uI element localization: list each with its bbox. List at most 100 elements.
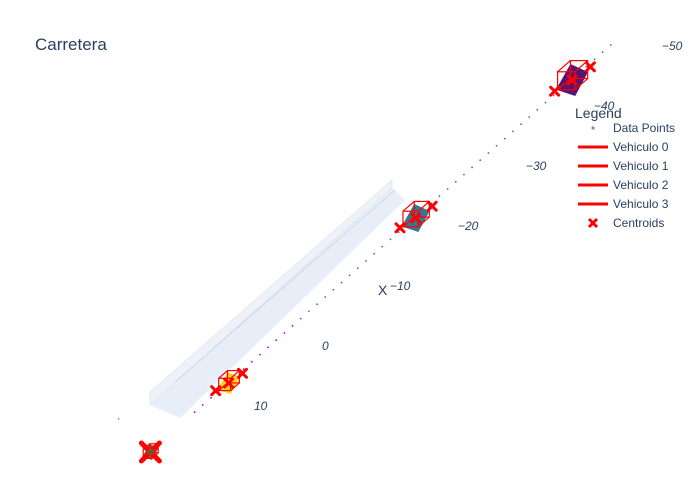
scene-3d[interactable]: −50 −40 −30 −20 −10 0 10 X · — [117, 1, 683, 491]
data-point — [552, 94, 555, 97]
data-point — [275, 339, 278, 342]
data-point — [242, 368, 245, 370]
grid-line — [219, 391, 235, 401]
legend-item[interactable]: Vehiculo 1 — [578, 159, 669, 173]
road-grid — [117, 1, 677, 491]
bounding-box-edge — [402, 216, 415, 228]
bounding-box-edge — [574, 78, 589, 91]
legend: Legend Data Points Vehiculo 0 Vehiculo 1 Ve… — [575, 105, 675, 230]
data-point — [299, 317, 302, 320]
legend-item[interactable]: Vehiculo 0 — [578, 140, 669, 154]
grid-line — [253, 361, 269, 371]
data-point — [601, 51, 604, 54]
data-point — [373, 252, 376, 255]
grid-line — [117, 481, 133, 491]
centroid-marker — [410, 212, 422, 224]
data-point — [446, 188, 449, 190]
legend-item[interactable]: Vehiculo 2 — [578, 178, 669, 192]
grid-line — [457, 181, 473, 191]
data-point — [536, 108, 539, 111]
grid-line — [287, 331, 303, 341]
grid-line — [661, 1, 677, 11]
legend-dot-icon — [591, 126, 595, 130]
legend-label: Vehiculo 2 — [613, 178, 669, 192]
bounding-box-edge — [230, 382, 240, 392]
data-point — [389, 238, 392, 241]
data-point — [259, 353, 261, 356]
vehicle-vehiculo-3 — [138, 440, 162, 464]
legend-item[interactable]: Centroids — [587, 216, 664, 230]
data-point — [471, 166, 473, 169]
legend-label: Vehiculo 0 — [613, 140, 669, 154]
data-point — [487, 152, 490, 154]
legend-label: Vehiculo 3 — [613, 197, 669, 211]
data-point — [381, 245, 384, 248]
legend-label: Data Points — [613, 121, 675, 135]
x-tick-label: −50 — [662, 39, 683, 53]
data-point — [340, 281, 343, 284]
data-point — [356, 267, 359, 270]
data-point — [463, 173, 465, 176]
grid-line — [491, 151, 507, 161]
data-point — [193, 411, 196, 414]
centroid-marker — [223, 377, 235, 389]
vehicle-vehiculo-1 — [394, 200, 438, 234]
grid-line — [593, 61, 609, 71]
data-point — [201, 404, 204, 406]
x-axis-ticks: −50 −40 −30 −20 −10 0 10 — [254, 39, 683, 413]
grid-line — [389, 241, 405, 251]
grid-line — [355, 271, 371, 281]
data-point — [585, 65, 588, 68]
chart-title: Carretera — [35, 35, 107, 54]
centroid-marker — [210, 385, 222, 397]
data-point — [348, 274, 351, 277]
legend-item[interactable]: Data Points — [591, 121, 675, 135]
x-axis-title: X — [378, 282, 388, 298]
data-point — [479, 159, 482, 162]
bounding-box-edge — [230, 370, 240, 379]
centroid-marker — [566, 74, 578, 86]
x-tick-label: −30 — [526, 159, 547, 173]
data-point — [495, 144, 498, 147]
legend-label: Vehiculo 1 — [613, 159, 669, 173]
data-point — [520, 123, 522, 126]
centroid-marker — [237, 367, 248, 379]
grid-line — [627, 31, 643, 41]
y-axis-remnant: · — [117, 413, 121, 425]
centroid-marker — [549, 85, 561, 97]
vehicle-vehiculo-2 — [549, 59, 596, 97]
grid-line — [525, 121, 541, 131]
data-point — [438, 195, 441, 198]
data-point — [528, 116, 531, 118]
data-point — [324, 296, 327, 298]
bounding-box-edge — [557, 60, 571, 73]
legend-label: Centroids — [613, 216, 664, 230]
data-point — [593, 58, 596, 61]
data-point — [267, 346, 269, 349]
grid-line — [321, 301, 337, 311]
vehicle-layer — [138, 59, 596, 464]
grid-line — [185, 421, 201, 431]
data-point — [283, 332, 286, 334]
legend-x-icon — [587, 217, 599, 229]
bounding-box-edge — [218, 370, 228, 379]
centroid-marker — [426, 200, 438, 212]
data-point — [250, 360, 253, 363]
bounding-box-edge — [417, 216, 430, 228]
vehicle-vehiculo-0 — [210, 367, 248, 397]
bounding-box-edge — [402, 200, 415, 212]
vehicle-core — [146, 448, 154, 456]
centroid-marker — [394, 222, 406, 234]
data-point — [454, 180, 457, 183]
data-point — [307, 310, 310, 313]
centroid-marker — [584, 61, 596, 73]
legend-item[interactable]: Vehiculo 3 — [578, 197, 669, 211]
x-tick-label: −40 — [594, 99, 615, 113]
road-wall — [149, 179, 393, 406]
road-floor — [150, 188, 405, 418]
data-point — [511, 130, 514, 133]
x-tick-label: 0 — [322, 339, 329, 353]
data-point — [609, 44, 612, 46]
data-point — [291, 324, 294, 327]
